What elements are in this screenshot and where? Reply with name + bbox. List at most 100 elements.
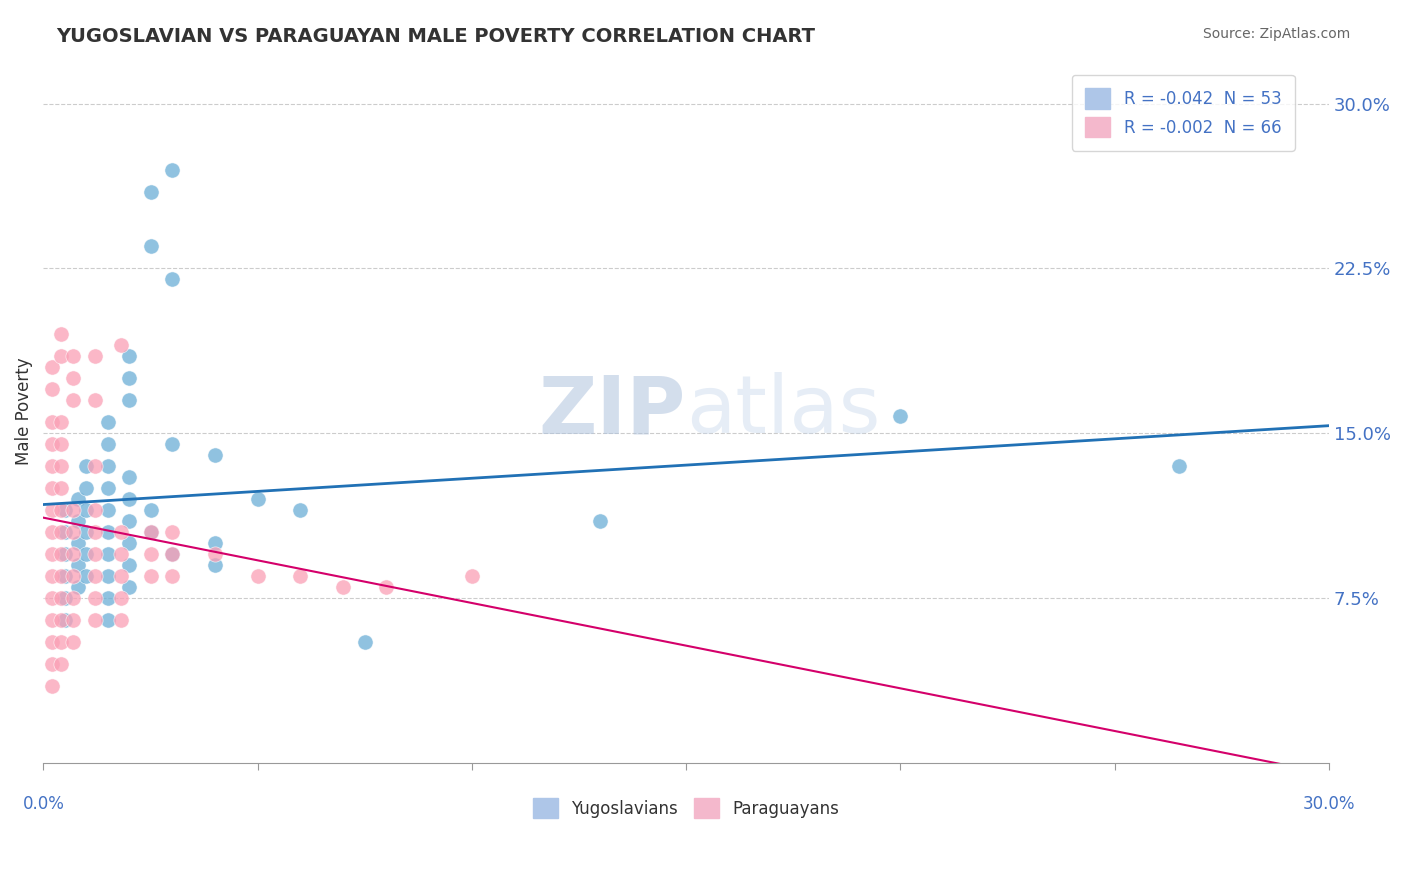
- Point: [160, 162, 183, 177]
- Point: [83, 350, 105, 364]
- Point: [97, 437, 120, 451]
- Point: [246, 569, 269, 583]
- Point: [97, 569, 120, 583]
- Point: [118, 470, 141, 484]
- Point: [97, 525, 120, 540]
- Point: [62, 525, 84, 540]
- Point: [41, 547, 63, 561]
- Point: [62, 591, 84, 606]
- Point: [75, 569, 97, 583]
- Point: [375, 580, 398, 594]
- Point: [118, 492, 141, 507]
- Point: [110, 591, 132, 606]
- Point: [118, 393, 141, 408]
- Point: [41, 591, 63, 606]
- Point: [62, 635, 84, 649]
- Point: [49, 635, 72, 649]
- Point: [62, 547, 84, 561]
- Point: [118, 536, 141, 550]
- Point: [66, 558, 89, 573]
- Point: [204, 547, 226, 561]
- Point: [75, 547, 97, 561]
- Point: [41, 415, 63, 429]
- Text: Source: ZipAtlas.com: Source: ZipAtlas.com: [1202, 27, 1350, 41]
- Point: [204, 448, 226, 462]
- Point: [110, 613, 132, 627]
- Point: [41, 613, 63, 627]
- Point: [83, 591, 105, 606]
- Point: [49, 350, 72, 364]
- Text: YUGOSLAVIAN VS PARAGUAYAN MALE POVERTY CORRELATION CHART: YUGOSLAVIAN VS PARAGUAYAN MALE POVERTY C…: [56, 27, 815, 45]
- Point: [53, 591, 76, 606]
- Point: [75, 459, 97, 474]
- Point: [118, 371, 141, 385]
- Point: [246, 492, 269, 507]
- Point: [41, 481, 63, 495]
- Point: [41, 459, 63, 474]
- Point: [139, 547, 162, 561]
- Point: [49, 437, 72, 451]
- Point: [49, 547, 72, 561]
- Point: [41, 437, 63, 451]
- Point: [139, 569, 162, 583]
- Point: [160, 272, 183, 286]
- Point: [41, 383, 63, 397]
- Point: [41, 657, 63, 672]
- Point: [83, 569, 105, 583]
- Text: atlas: atlas: [686, 372, 880, 450]
- Point: [332, 580, 354, 594]
- Point: [160, 569, 183, 583]
- Point: [353, 635, 375, 649]
- Point: [62, 350, 84, 364]
- Point: [1167, 459, 1189, 474]
- Point: [110, 569, 132, 583]
- Point: [83, 613, 105, 627]
- Point: [83, 525, 105, 540]
- Point: [49, 503, 72, 517]
- Point: [139, 525, 162, 540]
- Point: [62, 393, 84, 408]
- Point: [49, 415, 72, 429]
- Point: [589, 514, 612, 528]
- Point: [204, 536, 226, 550]
- Point: [53, 613, 76, 627]
- Point: [461, 569, 484, 583]
- Text: 0.0%: 0.0%: [22, 795, 65, 813]
- Point: [118, 350, 141, 364]
- Point: [139, 239, 162, 253]
- Point: [83, 503, 105, 517]
- Point: [41, 679, 63, 693]
- Point: [83, 547, 105, 561]
- Legend: Yugoslavians, Paraguayans: Yugoslavians, Paraguayans: [526, 791, 846, 825]
- Point: [41, 503, 63, 517]
- Point: [139, 503, 162, 517]
- Point: [49, 591, 72, 606]
- Point: [49, 613, 72, 627]
- Point: [75, 503, 97, 517]
- Point: [118, 558, 141, 573]
- Point: [97, 547, 120, 561]
- Point: [83, 393, 105, 408]
- Point: [49, 327, 72, 342]
- Point: [49, 525, 72, 540]
- Point: [110, 547, 132, 561]
- Point: [290, 569, 312, 583]
- Point: [49, 481, 72, 495]
- Point: [62, 569, 84, 583]
- Point: [204, 558, 226, 573]
- Point: [83, 459, 105, 474]
- Point: [118, 580, 141, 594]
- Point: [290, 503, 312, 517]
- Point: [97, 613, 120, 627]
- Point: [97, 415, 120, 429]
- Point: [160, 547, 183, 561]
- Point: [139, 525, 162, 540]
- Point: [118, 514, 141, 528]
- Point: [97, 503, 120, 517]
- Point: [41, 635, 63, 649]
- Point: [75, 525, 97, 540]
- Point: [97, 591, 120, 606]
- Point: [97, 481, 120, 495]
- Point: [62, 371, 84, 385]
- Point: [66, 514, 89, 528]
